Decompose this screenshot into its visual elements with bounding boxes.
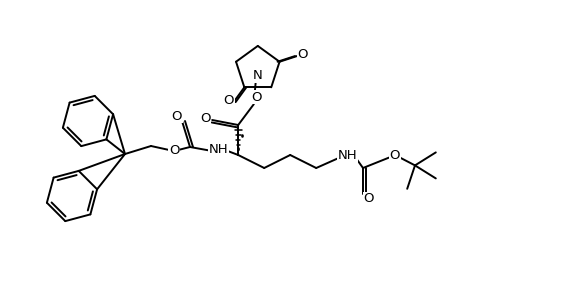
Text: O: O — [169, 144, 180, 156]
Text: O: O — [223, 94, 234, 106]
Text: NH: NH — [338, 149, 358, 162]
Text: O: O — [364, 192, 374, 206]
Text: O: O — [298, 47, 308, 61]
Text: N: N — [253, 69, 263, 82]
Text: O: O — [172, 110, 183, 122]
Text: O: O — [200, 111, 211, 125]
Text: O: O — [390, 149, 400, 162]
Text: NH: NH — [208, 143, 228, 155]
Text: O: O — [251, 91, 262, 104]
